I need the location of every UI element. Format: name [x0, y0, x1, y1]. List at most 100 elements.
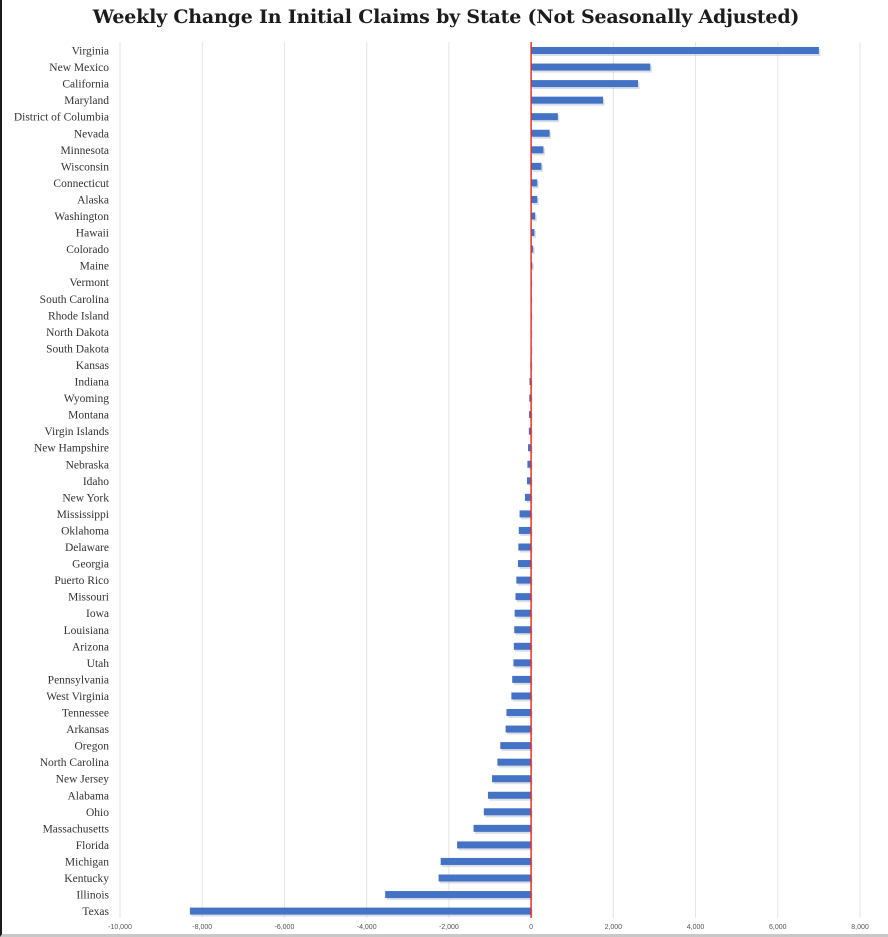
bar	[531, 80, 638, 88]
category-label: West Virginia	[46, 691, 109, 703]
category-label: North Dakota	[46, 327, 109, 339]
category-label: North Carolina	[40, 757, 109, 769]
bar	[514, 626, 532, 634]
bar	[529, 394, 532, 402]
bar	[527, 460, 532, 468]
category-label: Pennsylvania	[48, 674, 109, 686]
category-label: New York	[62, 492, 109, 504]
category-label: New Jersey	[56, 774, 110, 786]
x-tick-label: 4,000	[687, 924, 705, 931]
bar-shadow	[532, 280, 534, 288]
x-tick-label: 2,000	[605, 924, 623, 931]
bar	[531, 96, 604, 104]
category-label: Arkansas	[66, 724, 109, 736]
bar	[483, 808, 532, 816]
category-label: Minnesota	[60, 145, 109, 157]
category-label: New Hampshire	[34, 443, 109, 455]
bar	[506, 709, 532, 716]
bar	[531, 129, 550, 137]
category-label: Montana	[68, 410, 109, 422]
bars	[189, 47, 821, 917]
category-labels: Virginia New Mexico California Maryland Dist…	[14, 46, 110, 919]
bar	[497, 758, 532, 766]
category-label: Vermont	[69, 277, 109, 289]
category-label: New Mexico	[49, 62, 109, 74]
category-label: Wyoming	[64, 393, 110, 405]
x-tick-label: -4,000	[357, 924, 377, 931]
category-label: Maryland	[64, 95, 109, 107]
category-label: Arizona	[72, 641, 109, 653]
category-label: Hawaii	[76, 228, 109, 240]
category-label: Connecticut	[53, 178, 109, 190]
bar	[511, 692, 532, 700]
bar	[492, 775, 532, 783]
category-label: Wisconsin	[61, 161, 109, 173]
bar	[505, 725, 532, 733]
bar	[531, 162, 542, 170]
x-tick-label: -2,000	[439, 924, 459, 931]
bar-shadow	[532, 297, 534, 305]
category-label: Michigan	[65, 856, 109, 868]
bar-shadow	[532, 313, 534, 321]
bar	[531, 179, 538, 187]
bar-shadow	[532, 247, 535, 255]
bar	[512, 675, 532, 683]
bar	[487, 791, 532, 799]
category-label: Rhode Island	[48, 310, 109, 322]
bar	[513, 659, 532, 667]
bar	[514, 609, 532, 617]
bar-shadow	[532, 264, 534, 272]
bar	[531, 63, 651, 71]
category-label: Illinois	[76, 890, 109, 902]
x-tick-label: 6,000	[769, 924, 787, 931]
bar	[531, 212, 536, 220]
category-label: Kansas	[76, 360, 110, 372]
category-label: South Dakota	[46, 343, 109, 355]
category-label: Maine	[80, 261, 109, 273]
bar	[513, 642, 532, 650]
bar	[531, 47, 819, 54]
category-label: Colorado	[66, 244, 109, 256]
x-tick-label: -6,000	[275, 924, 295, 931]
gridlines	[119, 42, 861, 918]
category-label: Oklahoma	[61, 525, 109, 537]
category-label: Utah	[87, 658, 110, 670]
category-label: Kentucky	[64, 873, 109, 885]
bar	[515, 593, 532, 601]
bar	[189, 907, 532, 915]
category-label: Texas	[82, 906, 109, 918]
bar-shadow	[531, 346, 533, 354]
bar	[385, 891, 532, 899]
bar	[518, 543, 532, 551]
category-label: Iowa	[86, 608, 109, 620]
bar	[528, 444, 532, 452]
bar-shadow	[531, 363, 533, 371]
bar	[438, 874, 532, 882]
bar	[529, 378, 532, 385]
category-label: Georgia	[72, 559, 109, 571]
x-tick-label: -8,000	[192, 924, 212, 931]
category-label: California	[62, 79, 109, 91]
category-label: Nebraska	[66, 459, 109, 471]
bar	[440, 857, 532, 865]
category-label: Oregon	[75, 741, 110, 753]
category-label: District of Columbia	[14, 112, 109, 124]
bar	[518, 526, 532, 534]
category-label: Alaska	[77, 194, 109, 206]
bar	[517, 560, 532, 568]
bar	[473, 824, 532, 832]
category-label: Massachusetts	[43, 823, 110, 835]
bar	[516, 576, 532, 584]
bar-shadow	[532, 330, 533, 338]
bar	[528, 427, 532, 435]
category-label: Alabama	[67, 790, 109, 802]
chart-title: Weekly Change In Initial Claims by State…	[92, 6, 800, 28]
bar	[531, 146, 544, 154]
category-label: Indiana	[75, 377, 109, 389]
category-label: Louisiana	[64, 625, 109, 637]
bar	[500, 742, 532, 750]
x-tick-label: 8,000	[851, 924, 869, 931]
category-label: Puerto Rico	[54, 575, 109, 587]
category-label: Missouri	[68, 592, 109, 604]
